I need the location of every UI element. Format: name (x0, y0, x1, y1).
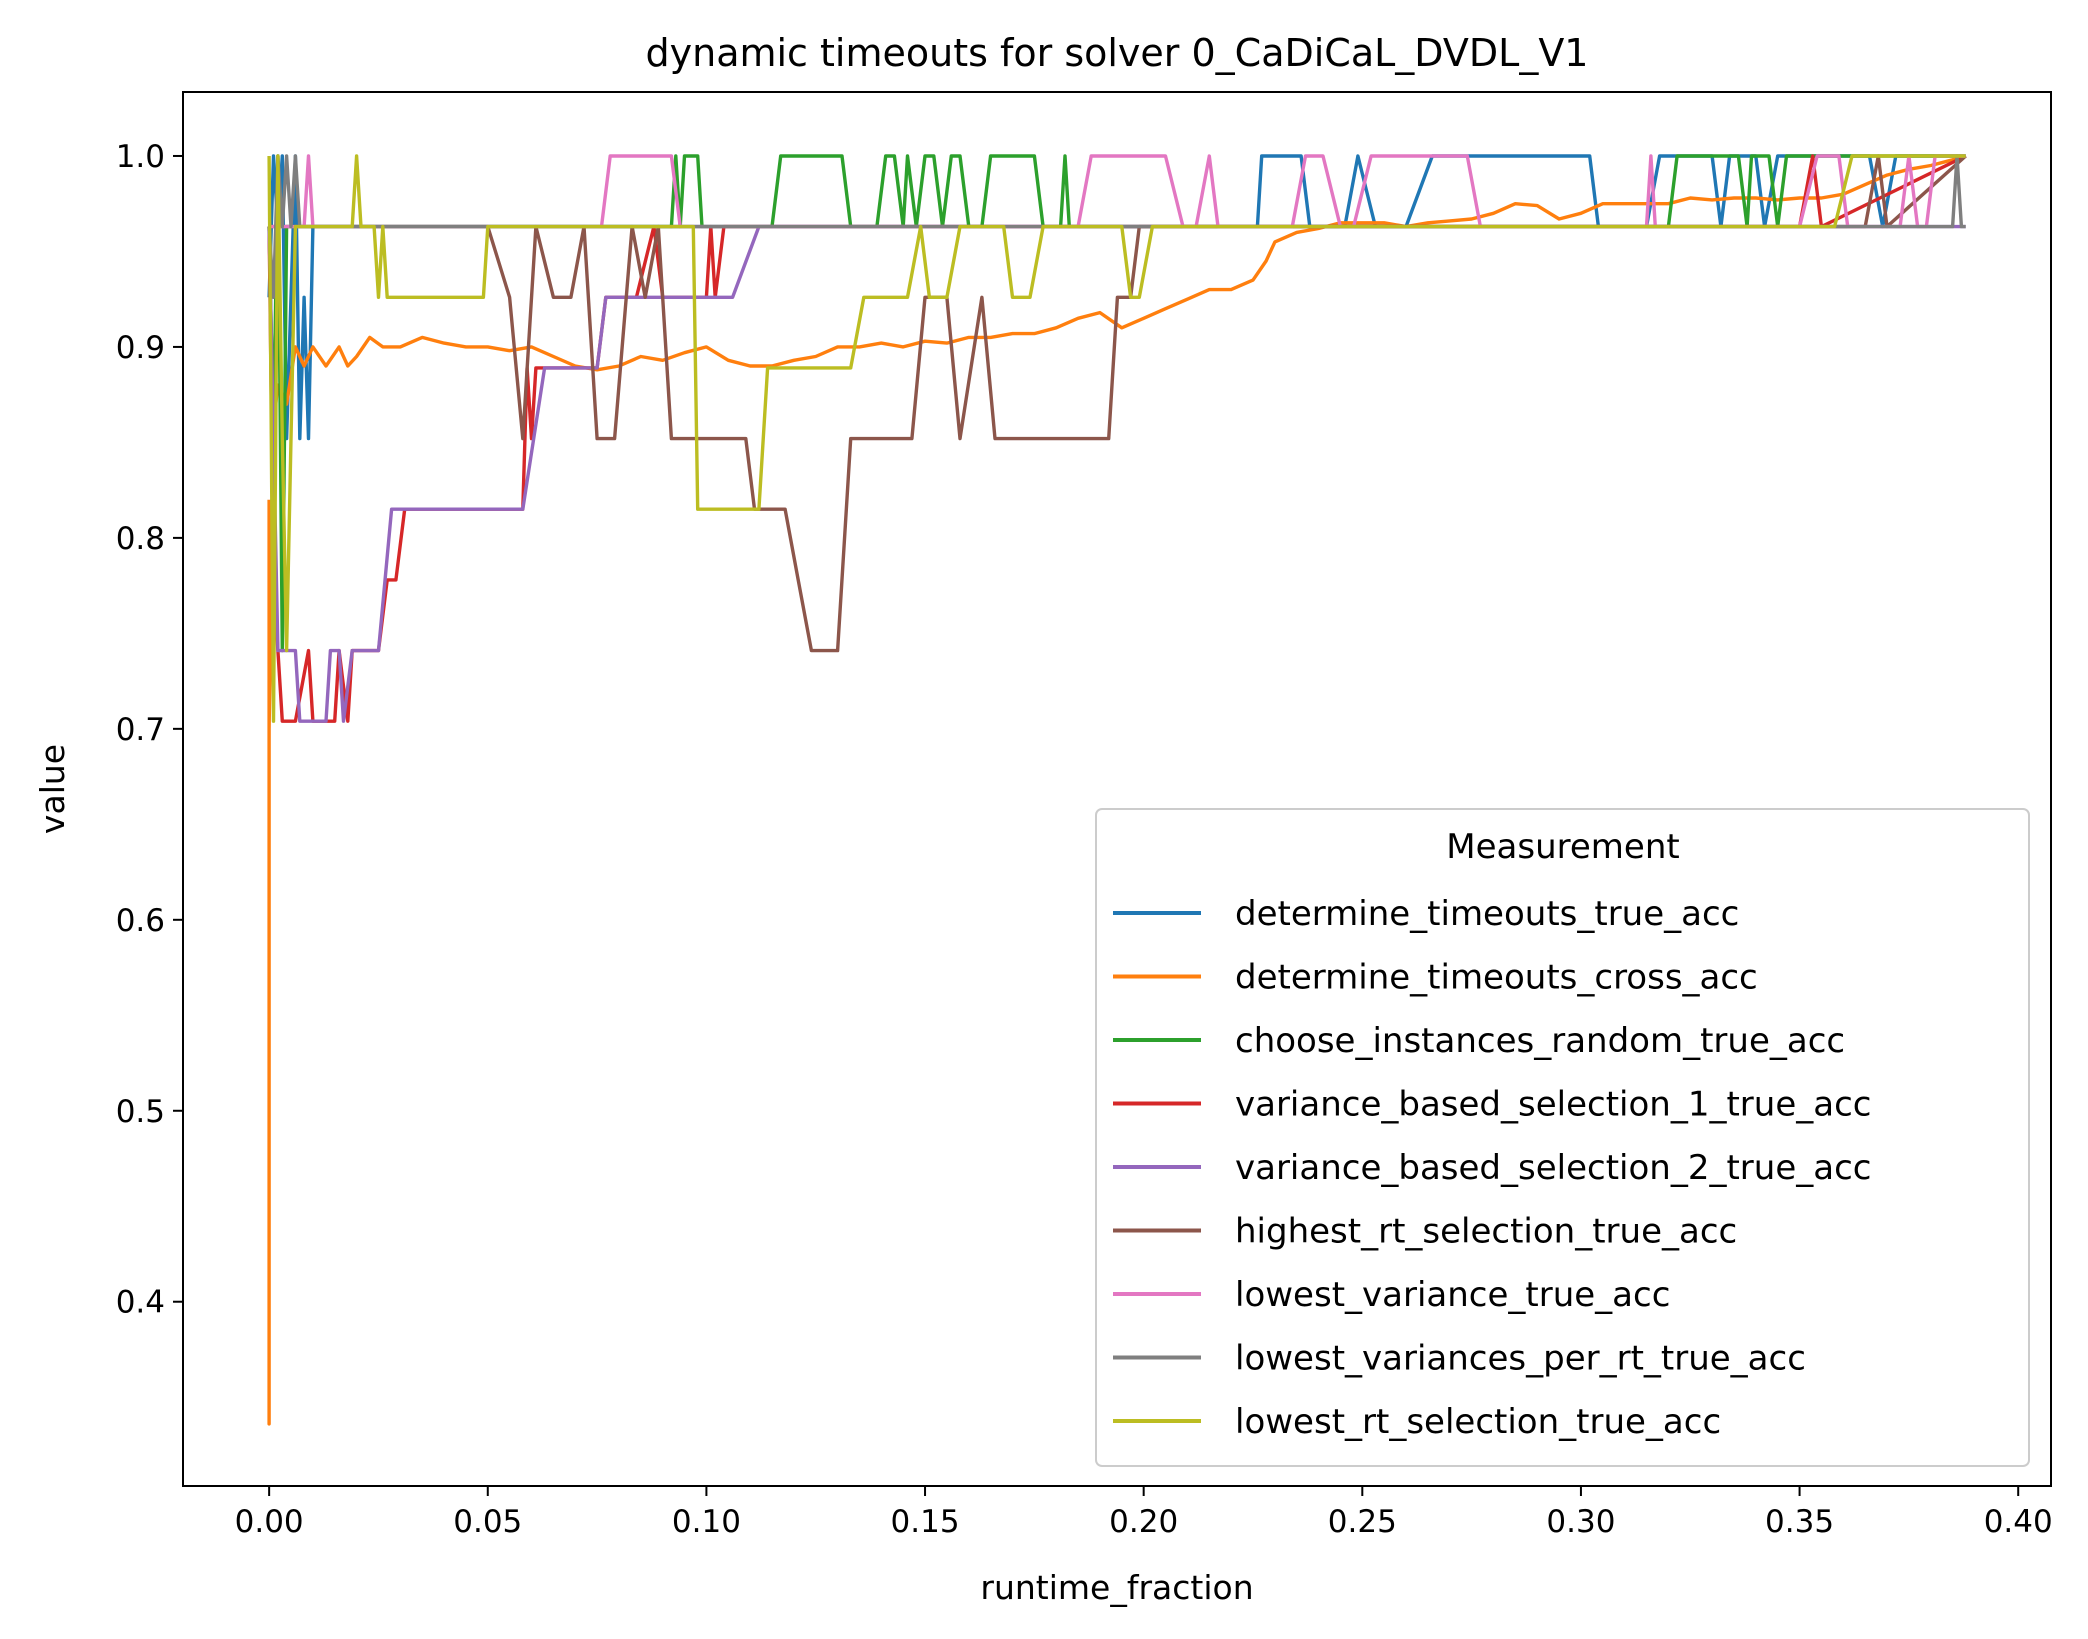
x-tick-label: 0.35 (1765, 1504, 1834, 1540)
legend-entry-label: lowest_variance_true_acc (1235, 1275, 1670, 1315)
y-tick-label: 1.0 (116, 139, 165, 175)
legend-entry-label: lowest_variances_per_rt_true_acc (1235, 1339, 1806, 1379)
legend-box (1095, 808, 2030, 1467)
x-axis: 0.00 0.05 0.10 0.15 0.20 0.25 0.30 0.35 0.40 (235, 1486, 2053, 1540)
series-layer (267, 154, 1967, 1426)
x-tick-label: 0.00 (235, 1504, 304, 1540)
legend-entry-label: choose_instances_random_true_acc (1235, 1021, 1845, 1061)
y-tick-label: 0.9 (116, 330, 165, 366)
x-tick-label: 0.15 (891, 1504, 960, 1540)
x-axis-label: runtime_fraction (980, 1568, 1253, 1607)
plot-frame (182, 91, 2052, 1487)
y-tick-label: 0.8 (116, 521, 165, 557)
x-tick-label: 0.40 (1984, 1504, 2053, 1540)
x-tick-label: 0.20 (1109, 1504, 1178, 1540)
x-tick-label: 0.05 (453, 1504, 522, 1540)
y-tick-label: 0.5 (116, 1094, 165, 1130)
y-tick-label: 0.7 (116, 712, 165, 748)
x-tick-label: 0.30 (1546, 1504, 1615, 1540)
x-tick-label: 0.10 (672, 1504, 741, 1540)
legend-entry-label: determine_timeouts_true_acc (1235, 894, 1739, 934)
series-line-highest_rt_selection_true_acc (269, 154, 1967, 653)
series-line-lowest_rt_selection_true_acc (267, 154, 1966, 723)
legend-entry-label: variance_based_selection_2_true_acc (1235, 1148, 1871, 1188)
legend-entry-label: highest_rt_selection_true_acc (1235, 1212, 1737, 1252)
y-tick-label: 0.6 (116, 903, 165, 939)
chart-title: dynamic timeouts for solver 0_CaDiCaL_DV… (646, 31, 1589, 75)
legend-entry-label: lowest_rt_selection_true_acc (1235, 1402, 1721, 1442)
y-tick-label: 0.4 (116, 1285, 165, 1321)
legend-entries: determine_timeouts_true_acc determine_tim… (1113, 894, 1871, 1442)
legend-entry-label: determine_timeouts_cross_acc (1235, 958, 1758, 998)
y-axis-label: value (33, 744, 72, 834)
legend: Measurement determine_timeouts_true_accd… (1095, 808, 2030, 1467)
series-line-choose_instances_random_true_acc (267, 154, 1966, 653)
y-axis: 0.4 0.5 0.6 0.7 0.8 0.9 1.0 (116, 139, 183, 1321)
x-tick-label: 0.25 (1328, 1504, 1397, 1540)
legend-entry-label: variance_based_selection_1_true_acc (1235, 1085, 1871, 1125)
legend-title: Measurement (1446, 827, 1679, 867)
